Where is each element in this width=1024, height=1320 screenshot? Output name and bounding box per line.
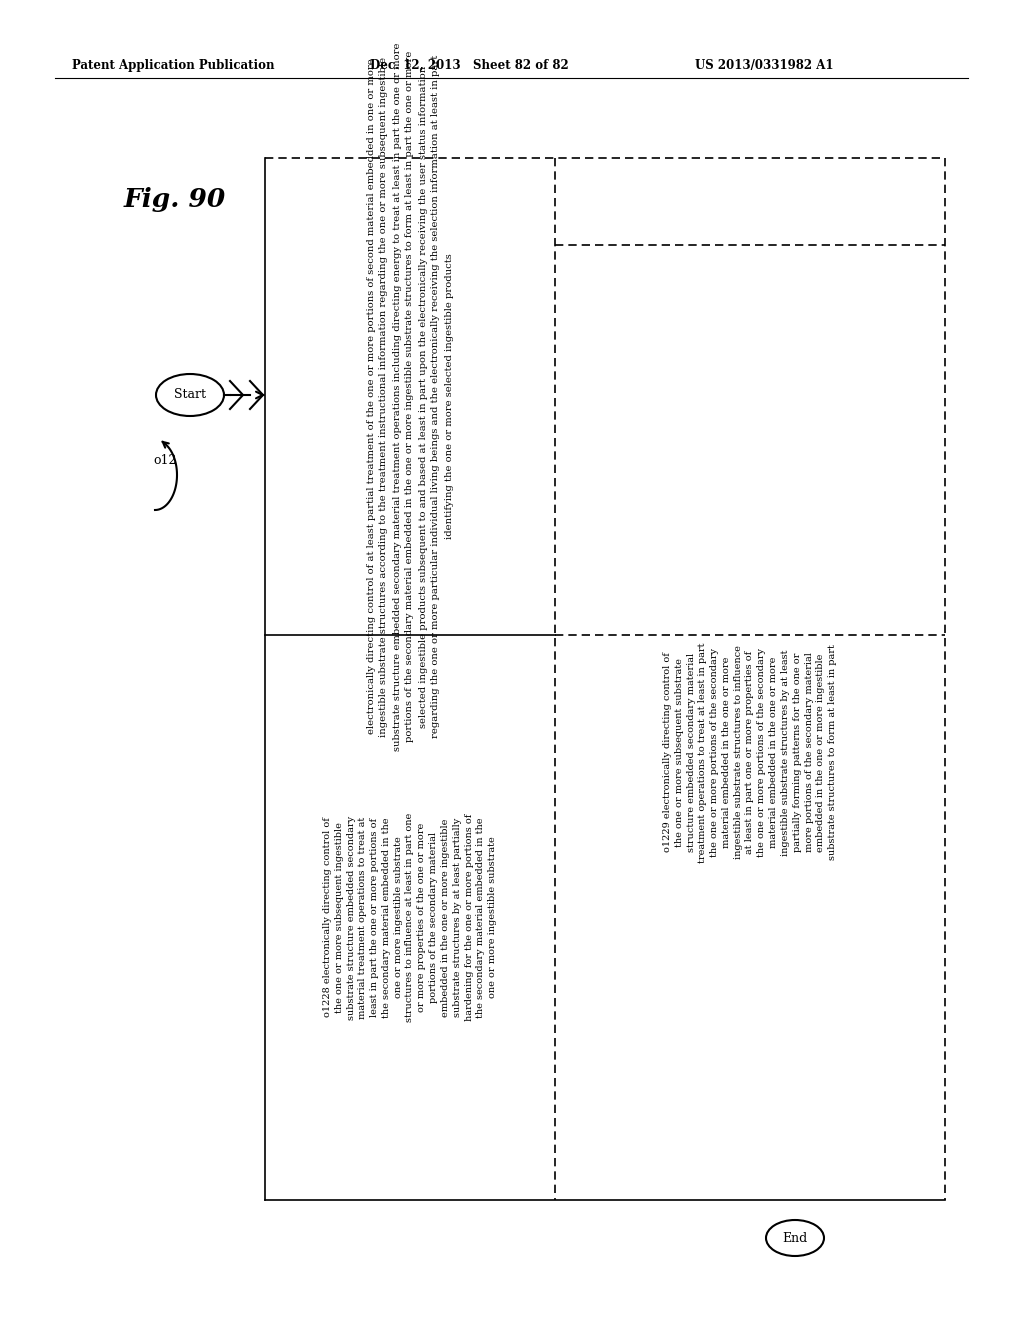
Text: Start: Start xyxy=(174,388,206,401)
Text: hardening for the one or more portions of: hardening for the one or more portions o… xyxy=(465,814,473,1022)
Text: ingestible substrate structures according to the treatment instructional informa: ingestible substrate structures accordin… xyxy=(380,57,388,737)
Text: portions of the secondary material: portions of the secondary material xyxy=(429,832,438,1003)
Text: substrate structure embedded secondary material treatment operations including d: substrate structure embedded secondary m… xyxy=(392,42,401,751)
Text: or more properties of the one or more: or more properties of the one or more xyxy=(418,822,426,1012)
Text: Patent Application Publication: Patent Application Publication xyxy=(72,58,274,71)
Text: the secondary material embedded in the: the secondary material embedded in the xyxy=(476,817,485,1018)
Text: regarding the one or more particular individual living beings and the electronic: regarding the one or more particular ind… xyxy=(431,55,440,738)
Text: partially forming patterns for the one or: partially forming patterns for the one o… xyxy=(793,653,802,853)
Text: US 2013/0331982 A1: US 2013/0331982 A1 xyxy=(695,58,834,71)
Text: structures to influence at least in part one: structures to influence at least in part… xyxy=(406,813,415,1022)
Text: treatment operations to treat at least in part: treatment operations to treat at least i… xyxy=(698,643,708,863)
Text: at least in part one or more properties of: at least in part one or more properties … xyxy=(745,651,755,854)
Text: o1229 electronically directing control of: o1229 electronically directing control o… xyxy=(663,652,672,853)
Text: material embedded in the one or more: material embedded in the one or more xyxy=(722,657,731,849)
Text: Fig. 90: Fig. 90 xyxy=(124,187,226,213)
Text: identifying the one or more selected ingestible products: identifying the one or more selected ing… xyxy=(444,253,454,540)
Text: one or more ingestible substrate: one or more ingestible substrate xyxy=(393,837,402,998)
Text: End: End xyxy=(782,1232,808,1245)
Text: embedded in the one or more ingestible: embedded in the one or more ingestible xyxy=(441,818,450,1016)
Text: substrate structures to form at least in part: substrate structures to form at least in… xyxy=(828,644,837,861)
Text: substrate structure embedded secondary: substrate structure embedded secondary xyxy=(346,816,355,1019)
Text: ingestible substrate structures to influence: ingestible substrate structures to influ… xyxy=(734,645,742,859)
Text: structure embedded secondary material: structure embedded secondary material xyxy=(686,653,695,853)
Text: the one or more subsequent substrate: the one or more subsequent substrate xyxy=(675,659,684,847)
Text: Dec. 12, 2013   Sheet 82 of 82: Dec. 12, 2013 Sheet 82 of 82 xyxy=(370,58,568,71)
Text: portions of the secondary material embedded in the one or more ingestible substr: portions of the secondary material embed… xyxy=(406,50,415,742)
Text: o12: o12 xyxy=(154,454,177,466)
Text: the one or more subsequent ingestible: the one or more subsequent ingestible xyxy=(335,822,344,1012)
Text: material embedded in the one or more: material embedded in the one or more xyxy=(769,657,778,849)
Text: material treatment operations to treat at: material treatment operations to treat a… xyxy=(358,816,368,1019)
Text: more portions of the secondary material: more portions of the secondary material xyxy=(805,652,813,853)
Text: o1228 electronically directing control of: o1228 electronically directing control o… xyxy=(323,817,332,1018)
Text: ingestible substrate structures by at least: ingestible substrate structures by at le… xyxy=(781,649,790,855)
Text: the one or more portions of the secondary: the one or more portions of the secondar… xyxy=(710,648,719,857)
Text: electronically directing control of at least partial treatment of the one or mor: electronically directing control of at l… xyxy=(367,58,376,734)
Text: the one or more portions of the secondary: the one or more portions of the secondar… xyxy=(758,648,766,857)
Text: substrate structures by at least partially: substrate structures by at least partial… xyxy=(453,818,462,1018)
Text: one or more ingestible substrate: one or more ingestible substrate xyxy=(488,837,497,998)
Text: the secondary material embedded in the: the secondary material embedded in the xyxy=(382,817,391,1018)
Text: selected ingestible products subsequent to and based at least in part upon the e: selected ingestible products subsequent … xyxy=(419,66,427,727)
Text: least in part the one or more portions of: least in part the one or more portions o… xyxy=(370,818,379,1018)
Text: embedded in the one or more ingestible: embedded in the one or more ingestible xyxy=(816,653,825,851)
